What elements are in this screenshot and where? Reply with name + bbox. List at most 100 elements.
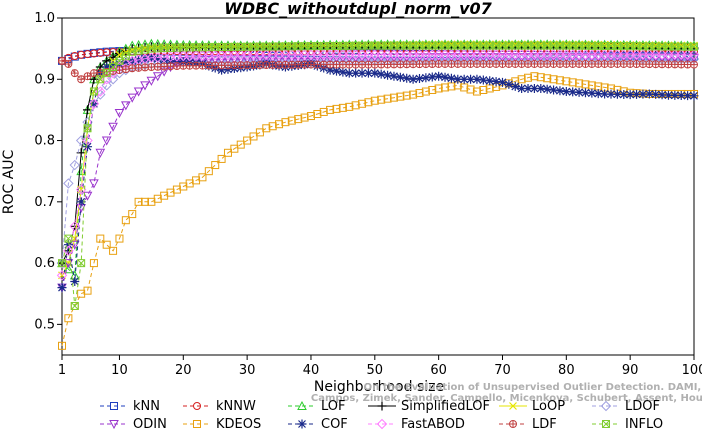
data-point xyxy=(172,62,181,71)
data-point xyxy=(664,60,673,69)
data-point xyxy=(101,136,112,146)
series-inflo xyxy=(58,41,698,310)
data-point xyxy=(370,60,379,69)
data-point xyxy=(210,55,221,65)
data-point xyxy=(517,59,526,68)
data-point xyxy=(421,73,431,83)
data-point xyxy=(332,66,342,76)
data-point xyxy=(294,60,303,69)
data-point xyxy=(217,65,227,75)
data-point xyxy=(63,178,74,189)
data-point xyxy=(70,301,79,310)
series-cof xyxy=(57,53,699,293)
data-point xyxy=(408,74,418,84)
data-point xyxy=(152,72,163,82)
data-point xyxy=(402,91,411,100)
series-line xyxy=(61,54,694,276)
data-point xyxy=(83,124,92,133)
data-point xyxy=(127,93,138,103)
data-point xyxy=(555,86,565,96)
data-point xyxy=(89,87,98,96)
x-axis-label: Neighborhood size xyxy=(314,379,444,395)
data-point xyxy=(287,116,296,125)
data-point xyxy=(109,63,118,72)
data-point xyxy=(441,59,450,68)
legend-marker xyxy=(109,420,119,430)
data-point xyxy=(338,54,348,64)
series-line xyxy=(61,45,695,307)
x-tick-label: 1 xyxy=(58,363,66,378)
legend-label: COF xyxy=(321,417,348,432)
data-point xyxy=(319,107,328,116)
data-point xyxy=(223,55,233,65)
x-tick-label: 40 xyxy=(303,363,320,378)
data-point xyxy=(600,59,609,68)
data-point xyxy=(313,109,322,118)
data-point xyxy=(153,62,162,71)
legend-marker xyxy=(376,418,388,430)
data-point xyxy=(568,87,578,97)
data-point xyxy=(128,210,137,219)
x-tick-label: 100 xyxy=(682,363,702,378)
data-point xyxy=(363,68,373,78)
data-point xyxy=(198,173,207,182)
data-point xyxy=(580,88,590,98)
data-point xyxy=(268,60,277,69)
data-point xyxy=(134,46,143,55)
data-point xyxy=(82,135,93,146)
data-point xyxy=(619,59,628,68)
data-point xyxy=(108,60,118,70)
data-point xyxy=(670,90,680,100)
data-point xyxy=(657,90,667,100)
data-point xyxy=(338,67,348,77)
data-point xyxy=(96,75,105,84)
data-point xyxy=(83,50,92,59)
data-point xyxy=(626,59,635,68)
data-point xyxy=(82,191,93,201)
data-point xyxy=(376,53,387,63)
data-point xyxy=(396,60,405,69)
watermark-line-1: On the Evaluation of Unsupervised Outlie… xyxy=(364,382,702,393)
data-point xyxy=(549,75,558,84)
legend-item-ldof: LDOF xyxy=(592,399,660,414)
data-point xyxy=(536,73,545,82)
data-point xyxy=(428,85,437,94)
data-point xyxy=(357,68,367,78)
data-point xyxy=(134,63,143,72)
data-point xyxy=(159,55,169,65)
data-point xyxy=(453,74,463,84)
data-point xyxy=(102,69,111,78)
data-point xyxy=(594,59,603,68)
data-point xyxy=(542,84,552,94)
data-point xyxy=(427,72,437,82)
legend-marker xyxy=(508,420,517,428)
data-point xyxy=(77,259,86,268)
data-point xyxy=(536,83,546,93)
data-point xyxy=(593,89,603,99)
data-point xyxy=(255,128,264,137)
y-tick-label: 0.8 xyxy=(34,134,55,149)
data-point xyxy=(261,54,272,64)
data-point xyxy=(89,99,99,109)
watermark-line-2: Campos, Zimek, Sander, Campello, Micenko… xyxy=(311,393,702,404)
data-point xyxy=(651,89,661,99)
data-point xyxy=(77,75,86,84)
data-point xyxy=(376,69,386,79)
data-point xyxy=(562,77,571,86)
data-point xyxy=(114,108,125,119)
data-point xyxy=(638,89,648,99)
data-point xyxy=(645,60,654,69)
data-point xyxy=(83,286,92,295)
data-point xyxy=(75,184,87,195)
data-point xyxy=(549,59,558,68)
data-point xyxy=(88,98,100,109)
data-point xyxy=(229,55,240,65)
data-point xyxy=(677,60,686,69)
data-point xyxy=(568,59,577,68)
data-point xyxy=(389,93,398,102)
data-point xyxy=(402,60,411,69)
data-point xyxy=(185,61,194,70)
data-point xyxy=(281,60,290,69)
data-point xyxy=(249,132,258,141)
series-layer xyxy=(56,38,700,350)
